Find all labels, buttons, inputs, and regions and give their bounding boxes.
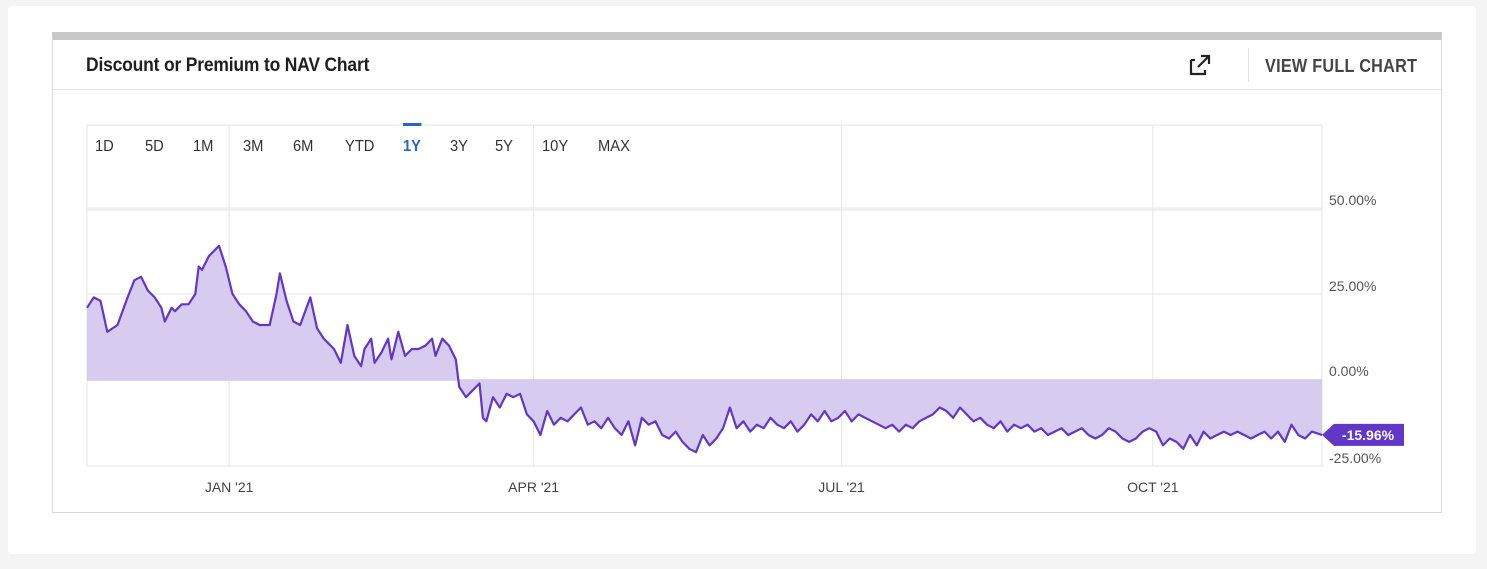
area-fill — [87, 245, 1322, 453]
range-tab-1m[interactable]: 1M — [193, 138, 214, 155]
range-tab-3y[interactable]: 3Y — [450, 138, 469, 155]
range-tab-ytd[interactable]: YTD — [345, 138, 375, 155]
x-tick-label: APR '21 — [508, 479, 559, 495]
y-tick-label: -25.00% — [1329, 450, 1381, 466]
range-tab-1d[interactable]: 1D — [95, 138, 114, 155]
badge-label: -15.96% — [1342, 427, 1395, 443]
x-tick-label: JUL '21 — [818, 479, 865, 495]
x-tick-label: OCT '21 — [1127, 479, 1179, 495]
x-axis-ticks: JAN '21 APR '21 JUL '21 OCT '21 — [205, 479, 1179, 495]
card-title: Discount or Premium to NAV Chart — [86, 55, 370, 76]
range-tab-5y[interactable]: 5Y — [495, 138, 514, 155]
range-tab-1y[interactable]: 1Y — [403, 123, 422, 155]
range-tab-10y[interactable]: 10Y — [542, 138, 569, 155]
badge-shape — [1322, 423, 1404, 446]
view-full-chart-button[interactable]: VIEW FULL CHART — [1265, 56, 1418, 76]
external-link-icon[interactable] — [1187, 52, 1213, 78]
range-tab-3m[interactable]: 3M — [243, 138, 264, 155]
series-line — [86, 244, 1323, 454]
card-header: Discount or Premium to NAV Chart VIEW FU… — [53, 40, 1441, 90]
plot-border — [86, 124, 1323, 467]
y-tick-label: 50.00% — [1329, 192, 1376, 208]
y-tick-label: 25.00% — [1329, 278, 1376, 294]
range-tab-5d[interactable]: 5D — [145, 138, 164, 155]
y-tick-label: 0.00% — [1329, 363, 1369, 379]
y-axis-ticks: 50.00% 25.00% 0.00% -25.00% — [1329, 192, 1381, 466]
x-tick-label: JAN '21 — [205, 479, 254, 495]
last-value-badge: -15.96% — [1322, 423, 1404, 446]
range-tab-max[interactable]: MAX — [598, 138, 630, 155]
header-divider — [1248, 48, 1249, 82]
range-tab-6m[interactable]: 6M — [293, 138, 314, 155]
